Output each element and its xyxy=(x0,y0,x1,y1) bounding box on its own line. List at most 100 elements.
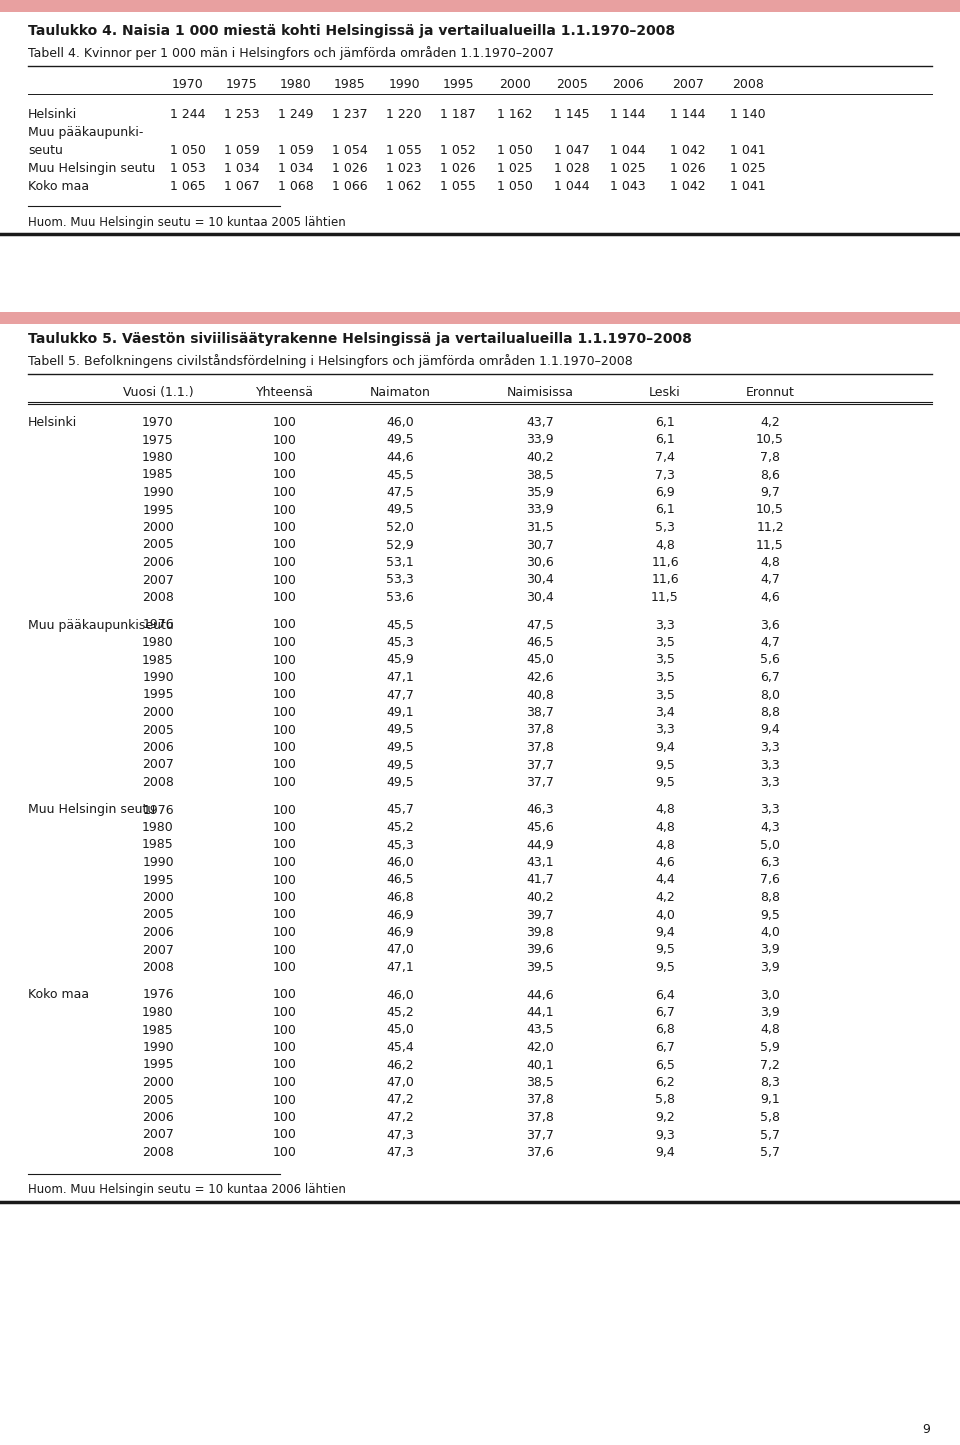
Text: 1 237: 1 237 xyxy=(332,108,368,121)
Text: 46,5: 46,5 xyxy=(386,873,414,886)
Text: 1 043: 1 043 xyxy=(611,181,646,194)
Text: 9,5: 9,5 xyxy=(655,776,675,789)
Text: 1980: 1980 xyxy=(142,1006,174,1019)
Text: 1 059: 1 059 xyxy=(224,144,260,158)
Text: 45,3: 45,3 xyxy=(386,838,414,851)
Text: Huom. Muu Helsingin seutu = 10 kuntaa 2005 lähtien: Huom. Muu Helsingin seutu = 10 kuntaa 20… xyxy=(28,215,346,228)
Text: 8,3: 8,3 xyxy=(760,1077,780,1090)
Text: 2008: 2008 xyxy=(732,78,764,91)
Text: 1 055: 1 055 xyxy=(386,144,422,158)
Text: 10,5: 10,5 xyxy=(756,434,784,447)
Text: 45,5: 45,5 xyxy=(386,468,414,481)
Text: 1 052: 1 052 xyxy=(440,144,476,158)
Text: 1 249: 1 249 xyxy=(278,108,314,121)
Text: Leski: Leski xyxy=(649,386,681,399)
Text: 11,6: 11,6 xyxy=(651,574,679,587)
Text: 1 050: 1 050 xyxy=(170,144,206,158)
Bar xyxy=(0,0,960,12)
Text: 49,5: 49,5 xyxy=(386,434,414,447)
Text: 8,0: 8,0 xyxy=(760,688,780,701)
Text: 6,8: 6,8 xyxy=(655,1023,675,1036)
Text: 47,0: 47,0 xyxy=(386,944,414,957)
Text: 1 042: 1 042 xyxy=(670,181,706,194)
Text: 39,6: 39,6 xyxy=(526,944,554,957)
Text: 2006: 2006 xyxy=(142,1111,174,1124)
Text: Tabell 4. Kvinnor per 1 000 män i Helsingfors och jämförda områden 1.1.1970–2007: Tabell 4. Kvinnor per 1 000 män i Helsin… xyxy=(28,46,554,61)
Text: 9: 9 xyxy=(923,1423,930,1436)
Text: Koko maa: Koko maa xyxy=(28,181,89,194)
Text: 1 144: 1 144 xyxy=(611,108,646,121)
Text: 2007: 2007 xyxy=(672,78,704,91)
Text: 1 140: 1 140 xyxy=(731,108,766,121)
Text: 44,1: 44,1 xyxy=(526,1006,554,1019)
Text: 3,3: 3,3 xyxy=(655,618,675,631)
Text: 4,7: 4,7 xyxy=(760,636,780,649)
Text: 9,5: 9,5 xyxy=(655,961,675,974)
Text: 9,7: 9,7 xyxy=(760,486,780,499)
Text: 2005: 2005 xyxy=(142,909,174,922)
Text: 100: 100 xyxy=(273,838,297,851)
Text: 45,3: 45,3 xyxy=(386,636,414,649)
Text: 9,4: 9,4 xyxy=(655,1146,675,1159)
Text: 100: 100 xyxy=(273,707,297,720)
Text: 1 253: 1 253 xyxy=(225,108,260,121)
Text: 53,6: 53,6 xyxy=(386,591,414,604)
Text: 49,1: 49,1 xyxy=(386,707,414,720)
Text: 7,8: 7,8 xyxy=(760,451,780,464)
Text: 11,6: 11,6 xyxy=(651,556,679,569)
Text: 1975: 1975 xyxy=(227,78,258,91)
Text: 41,7: 41,7 xyxy=(526,873,554,886)
Text: 1 050: 1 050 xyxy=(497,144,533,158)
Text: 45,0: 45,0 xyxy=(386,1023,414,1036)
Text: 37,7: 37,7 xyxy=(526,776,554,789)
Text: 1976: 1976 xyxy=(142,988,174,1001)
Text: 45,5: 45,5 xyxy=(386,618,414,631)
Text: 47,5: 47,5 xyxy=(386,486,414,499)
Text: 100: 100 xyxy=(273,574,297,587)
Text: 100: 100 xyxy=(273,988,297,1001)
Text: 2000: 2000 xyxy=(142,1077,174,1090)
Text: 6,4: 6,4 xyxy=(655,988,675,1001)
Text: 1976: 1976 xyxy=(142,803,174,816)
Text: 3,5: 3,5 xyxy=(655,670,675,683)
Text: 100: 100 xyxy=(273,961,297,974)
Text: 4,8: 4,8 xyxy=(655,539,675,552)
Text: 3,3: 3,3 xyxy=(760,741,780,754)
Text: 1990: 1990 xyxy=(142,486,174,499)
Text: 100: 100 xyxy=(273,451,297,464)
Text: 45,6: 45,6 xyxy=(526,821,554,834)
Text: 1 026: 1 026 xyxy=(332,162,368,175)
Text: 8,6: 8,6 xyxy=(760,468,780,481)
Text: 1 041: 1 041 xyxy=(731,144,766,158)
Text: 1 047: 1 047 xyxy=(554,144,589,158)
Text: 38,5: 38,5 xyxy=(526,468,554,481)
Text: 6,7: 6,7 xyxy=(655,1006,675,1019)
Text: Muu Helsingin seutu: Muu Helsingin seutu xyxy=(28,803,156,816)
Text: Tabell 5. Befolkningens civilståndsfördelning i Helsingfors och jämförda områden: Tabell 5. Befolkningens civilståndsförde… xyxy=(28,354,633,368)
Text: Naimisissa: Naimisissa xyxy=(507,386,573,399)
Text: 1985: 1985 xyxy=(142,838,174,851)
Text: 2000: 2000 xyxy=(142,707,174,720)
Text: 35,9: 35,9 xyxy=(526,486,554,499)
Text: 38,5: 38,5 xyxy=(526,1077,554,1090)
Text: 1995: 1995 xyxy=(142,1059,174,1072)
Text: 49,5: 49,5 xyxy=(386,503,414,516)
Text: 1 028: 1 028 xyxy=(554,162,589,175)
Text: 30,4: 30,4 xyxy=(526,574,554,587)
Text: 1 050: 1 050 xyxy=(497,181,533,194)
Text: 100: 100 xyxy=(273,486,297,499)
Text: 47,7: 47,7 xyxy=(386,688,414,701)
Text: 1995: 1995 xyxy=(142,688,174,701)
Text: 100: 100 xyxy=(273,556,297,569)
Text: 1 025: 1 025 xyxy=(611,162,646,175)
Text: 1 025: 1 025 xyxy=(731,162,766,175)
Text: 45,2: 45,2 xyxy=(386,821,414,834)
Text: 1 054: 1 054 xyxy=(332,144,368,158)
Text: 47,5: 47,5 xyxy=(526,618,554,631)
Text: 9,5: 9,5 xyxy=(655,759,675,772)
Text: 100: 100 xyxy=(273,821,297,834)
Text: 2006: 2006 xyxy=(612,78,644,91)
Text: 46,9: 46,9 xyxy=(386,926,414,939)
Text: 100: 100 xyxy=(273,1129,297,1142)
Text: 100: 100 xyxy=(273,636,297,649)
